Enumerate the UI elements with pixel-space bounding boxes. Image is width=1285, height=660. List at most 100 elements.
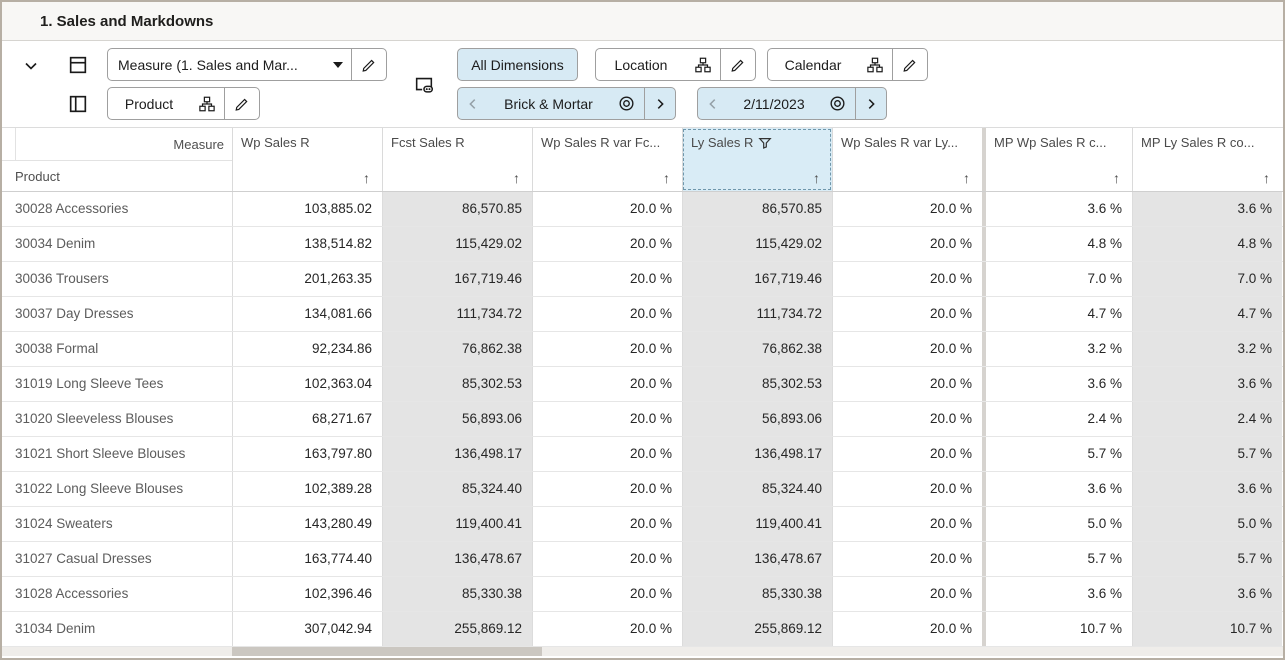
grid-cell[interactable]: 5.7 % [982,542,1132,576]
grid-cell[interactable]: 3.6 % [1132,577,1282,611]
grid-cell[interactable]: 68,271.67 [232,402,382,436]
grid-cell[interactable]: 167,719.46 [682,262,832,296]
grid-cell[interactable]: 136,498.17 [382,437,532,471]
grid-cell[interactable]: 85,324.40 [382,472,532,506]
grid-cell[interactable]: 138,514.82 [232,227,382,261]
grid-cell[interactable]: 102,363.04 [232,367,382,401]
grid-cell[interactable]: 20.0 % [532,402,682,436]
hierarchy-icon[interactable] [190,88,224,119]
grid-cell[interactable]: 5.7 % [1132,437,1282,471]
grid-cell[interactable]: 3.6 % [1132,192,1282,226]
grid-cell[interactable]: 136,478.67 [382,542,532,576]
grid-cell[interactable]: 4.7 % [1132,297,1282,331]
sort-ascending-icon[interactable]: ↑ [513,170,520,186]
grid-cell[interactable]: 136,498.17 [682,437,832,471]
grid-cell[interactable]: 20.0 % [532,437,682,471]
row-header-cell[interactable]: 30038 Formal [15,341,99,356]
grid-cell[interactable]: 20.0 % [532,297,682,331]
sort-ascending-icon[interactable]: ↑ [813,170,820,186]
row-header-cell[interactable]: 31020 Sleeveless Blouses [15,411,174,426]
grid-cell[interactable]: 4.8 % [1132,227,1282,261]
grid-cell[interactable]: 20.0 % [832,262,982,296]
grid-cell[interactable]: 20.0 % [832,297,982,331]
row-header-cell[interactable]: 31027 Casual Dresses [15,551,152,566]
row-header-cell[interactable]: 31022 Long Sleeve Blouses [15,481,184,496]
grid-cell[interactable]: 119,400.41 [682,507,832,541]
column-header[interactable]: Wp Sales R var Ly... ↑ [832,128,982,191]
grid-cell[interactable]: 3.6 % [1132,367,1282,401]
column-header[interactable]: Ly Sales R ↑ [682,128,832,191]
row-header-cell[interactable]: 30037 Day Dresses [15,306,134,321]
grid-cell[interactable]: 20.0 % [532,262,682,296]
grid-cell[interactable]: 5.0 % [982,507,1132,541]
grid-cell[interactable]: 20.0 % [532,507,682,541]
grid-cell[interactable]: 20.0 % [832,577,982,611]
grid-cell[interactable]: 3.2 % [1132,332,1282,366]
grid-cell[interactable]: 136,478.67 [682,542,832,576]
grid-cell[interactable]: 20.0 % [532,192,682,226]
grid-cell[interactable]: 307,042.94 [232,612,382,646]
grid-cell[interactable]: 76,862.38 [682,332,832,366]
grid-cell[interactable]: 102,389.28 [232,472,382,506]
row-header-cell[interactable]: 30034 Denim [15,236,96,251]
sort-ascending-icon[interactable]: ↑ [663,170,670,186]
product-axis-chip[interactable]: Product [107,87,260,120]
scrollbar-thumb[interactable] [232,647,542,656]
grid-cell[interactable]: 86,570.85 [682,192,832,226]
grid-cell[interactable]: 255,869.12 [682,612,832,646]
grid-cell[interactable]: 102,396.46 [232,577,382,611]
grid-cell[interactable]: 103,885.02 [232,192,382,226]
grid-cell[interactable]: 3.6 % [982,367,1132,401]
grid-cell[interactable]: 10.7 % [1132,612,1282,646]
grid-cell[interactable]: 92,234.86 [232,332,382,366]
all-dimensions-button[interactable]: All Dimensions [457,48,578,81]
grid-cell[interactable]: 20.0 % [532,472,682,506]
edit-product-button[interactable] [225,88,259,119]
grid-cell[interactable]: 5.7 % [1132,542,1282,576]
grid-cell[interactable]: 3.2 % [982,332,1132,366]
grid-cell[interactable]: 20.0 % [832,367,982,401]
column-header[interactable]: Fcst Sales R ↑ [382,128,532,191]
grid-cell[interactable]: 20.0 % [532,542,682,576]
grid-cell[interactable]: 20.0 % [532,227,682,261]
calendar-dimension-chip[interactable]: Calendar [767,48,928,81]
grid-cell[interactable]: 20.0 % [832,402,982,436]
grid-cell[interactable]: 10.7 % [982,612,1132,646]
scope-bullseye-icon[interactable] [609,88,644,119]
sort-ascending-icon[interactable]: ↑ [363,170,370,186]
grid-cell[interactable]: 163,797.80 [232,437,382,471]
scope-bullseye-icon[interactable] [820,88,855,119]
grid-cell[interactable]: 20.0 % [832,227,982,261]
grid-cell[interactable]: 4.7 % [982,297,1132,331]
grid-cell[interactable]: 111,734.72 [682,297,832,331]
edit-calendar-button[interactable] [893,49,927,80]
grid-cell[interactable]: 255,869.12 [382,612,532,646]
grid-cell[interactable]: 20.0 % [532,577,682,611]
grid-cell[interactable]: 20.0 % [832,472,982,506]
location-dimension-chip[interactable]: Location [595,48,756,81]
grid-cell[interactable]: 20.0 % [832,507,982,541]
sort-ascending-icon[interactable]: ↑ [1113,170,1120,186]
grid-cell[interactable]: 85,330.38 [382,577,532,611]
grid-cell[interactable]: 111,734.72 [382,297,532,331]
grid-cell[interactable]: 143,280.49 [232,507,382,541]
grid-cell[interactable]: 20.0 % [832,192,982,226]
grid-cell[interactable]: 7.0 % [982,262,1132,296]
grid-cell[interactable]: 3.6 % [982,577,1132,611]
grid-cell[interactable]: 20.0 % [832,332,982,366]
row-header-cell[interactable]: 31021 Short Sleeve Blouses [15,446,186,461]
grid-cell[interactable]: 85,302.53 [382,367,532,401]
row-header-cell[interactable]: 30036 Trousers [15,271,109,286]
grid-cell[interactable]: 201,263.35 [232,262,382,296]
grid-cell[interactable]: 2.4 % [1132,402,1282,436]
grid-cell[interactable]: 163,774.40 [232,542,382,576]
row-header-cell[interactable]: 31034 Denim [15,621,96,636]
calendar-position-selector[interactable]: 2/11/2023 [697,87,887,120]
grid-cell[interactable]: 56,893.06 [682,402,832,436]
grid-cell[interactable]: 119,400.41 [382,507,532,541]
edit-measure-button[interactable] [352,49,386,80]
column-header[interactable]: MP Wp Sales R c... ↑ [982,128,1132,191]
grid-cell[interactable]: 115,429.02 [682,227,832,261]
column-header[interactable]: Wp Sales R var Fc... ↑ [532,128,682,191]
grid-cell[interactable]: 85,324.40 [682,472,832,506]
